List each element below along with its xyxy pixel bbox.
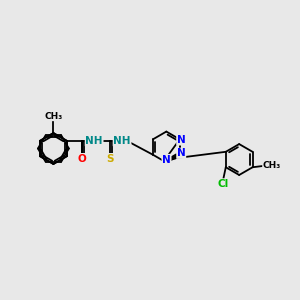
Text: N: N xyxy=(162,154,171,164)
Text: N: N xyxy=(177,148,186,158)
Text: S: S xyxy=(106,154,113,164)
Text: N: N xyxy=(177,135,186,145)
Text: CH₃: CH₃ xyxy=(263,161,281,170)
Text: CH₃: CH₃ xyxy=(44,112,62,121)
Text: NH: NH xyxy=(113,136,131,146)
Text: NH: NH xyxy=(85,136,103,146)
Text: O: O xyxy=(77,154,86,164)
Text: Cl: Cl xyxy=(218,179,229,189)
